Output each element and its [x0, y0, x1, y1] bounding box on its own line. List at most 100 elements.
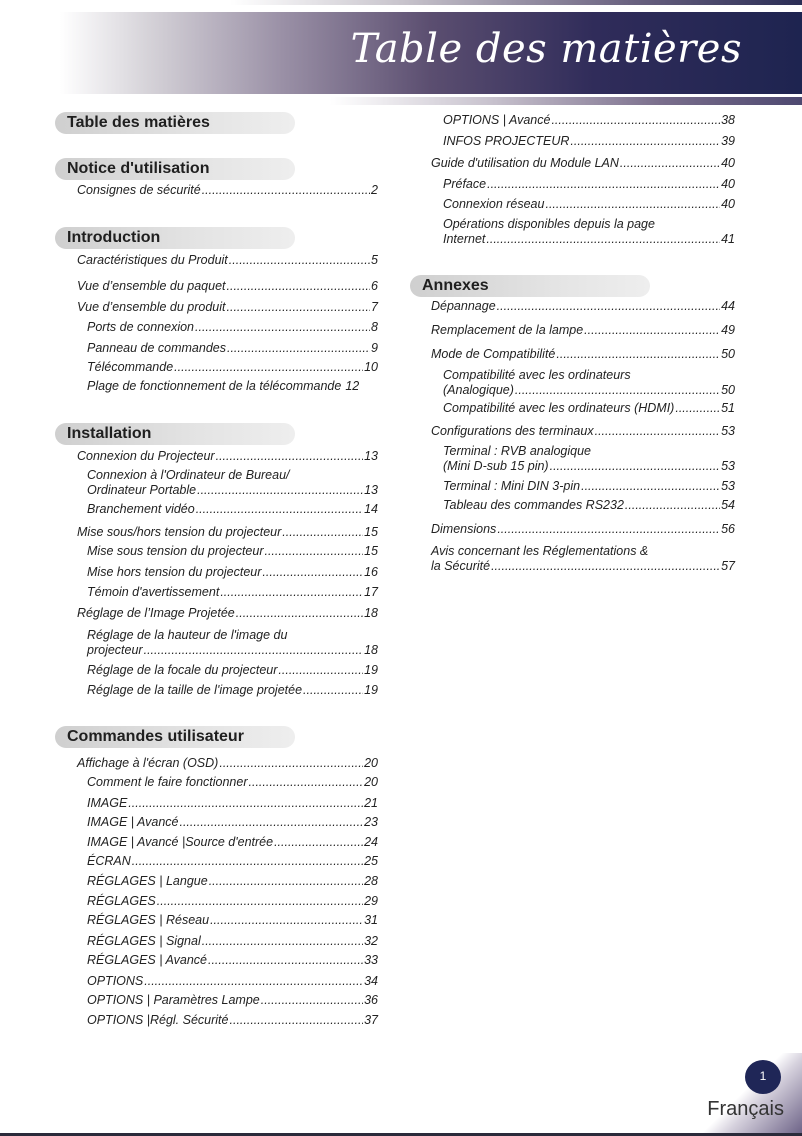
toc-entry-title: Ports de connexion [87, 320, 195, 334]
toc-page-number: 56 [721, 522, 735, 536]
toc-entry[interactable]: RÉGLAGES | Réseau.......................… [87, 913, 378, 928]
toc-entry[interactable]: OPTIONS.................................… [87, 974, 378, 989]
toc-entry-title: Branchement vidéo [87, 502, 195, 516]
toc-entry-title: Vue d’ensemble du produit [77, 300, 226, 314]
toc-entry[interactable]: Compatibilité avec les ordinateurs (HDMI… [443, 401, 735, 416]
toc-entry[interactable]: Plage de fonctionnement de la télécomman… [87, 379, 378, 394]
dot-leader: ........................................… [201, 183, 371, 197]
toc-entry-title: la Sécurité [431, 559, 491, 573]
dot-leader: ........................................… [220, 585, 363, 599]
section-title: Table des matières [67, 114, 210, 131]
toc-entry[interactable]: Mise sous tension du projecteur.........… [87, 544, 378, 559]
toc-entry[interactable]: Connexion à l'Ordinateur de Bureau/Ordin… [87, 468, 378, 498]
toc-page-number: 2 [371, 183, 378, 197]
toc-entry[interactable]: Télécommande............................… [87, 360, 378, 375]
dot-leader: ........................................… [556, 347, 721, 361]
toc-entry-title-line1: Avis concernant les Réglementations & [431, 544, 649, 558]
toc-entry-title: Internet [443, 232, 486, 246]
toc-entry[interactable]: Vue d’ensemble du paquet................… [77, 279, 378, 294]
toc-entry[interactable]: Panneau de commandes....................… [87, 341, 378, 356]
dot-leader: ........................................… [195, 320, 370, 334]
toc-entry-title: Comment le faire fonctionner [87, 775, 248, 789]
toc-entry[interactable]: IMAGE | Avancé |Source d'entrée.........… [87, 835, 378, 850]
toc-entry[interactable]: Comment le faire fonctionner............… [87, 775, 378, 790]
toc-entry[interactable]: Mode de Compatibilité...................… [431, 347, 735, 362]
toc-entry[interactable]: Mise hors tension du projecteur.........… [87, 565, 378, 580]
toc-entry[interactable]: Connexion réseau........................… [443, 197, 735, 212]
dot-leader: ........................................… [219, 756, 363, 770]
toc-entry-title: (Mini D-sub 15 pin) [443, 459, 549, 473]
toc-entry[interactable]: Remplacement de la lampe................… [431, 323, 735, 338]
toc-entry-title: (Analogique) [443, 383, 514, 397]
toc-entry[interactable]: Réglage de la focale du projecteur......… [87, 663, 378, 678]
toc-entry[interactable]: Ports de connexion......................… [87, 320, 378, 335]
toc-entry[interactable]: Connexion du Projecteur.................… [77, 449, 378, 464]
toc-entry[interactable]: Consignes de sécurité...................… [77, 183, 378, 198]
toc-entry[interactable]: Préface.................................… [443, 177, 735, 192]
toc-entry[interactable]: Réglage de la taille de l'image projetée… [87, 683, 378, 698]
toc-page-number: 50 [721, 347, 735, 361]
toc-entry[interactable]: Terminal : RVB analogique (Mini D-sub 15 … [443, 444, 735, 474]
dot-leader: ........................................… [584, 323, 720, 337]
toc-entry-title: Mise sous/hors tension du projecteur [77, 525, 282, 539]
toc-entry-title: Préface [443, 177, 487, 191]
toc-entry[interactable]: ÉCRAN...................................… [87, 854, 378, 869]
dot-leader: ........................................… [248, 775, 364, 789]
toc-page-number: 13 [364, 449, 378, 463]
toc-page-number: 21 [364, 796, 378, 810]
toc-page-number: 40 [721, 197, 735, 211]
toc-page-number: 37 [364, 1013, 378, 1027]
toc-entry[interactable]: Réglage de l’Image Projetée.............… [77, 606, 378, 621]
toc-page-number: 17 [364, 585, 378, 599]
toc-entry[interactable]: IMAGE | Avancé..........................… [87, 815, 378, 830]
dot-leader: ........................................… [581, 479, 721, 493]
toc-entry[interactable]: OPTIONS | Avancé........................… [443, 113, 735, 128]
toc-entry[interactable]: Témoin d'avertissement..................… [87, 585, 378, 600]
dot-leader: ........................................… [278, 663, 364, 677]
toc-entry[interactable]: Compatibilité avec les ordinateurs (Analo… [443, 368, 735, 398]
toc-entry[interactable]: Terminal : Mini DIN 3-pin...............… [443, 479, 735, 494]
toc-page-number: 14 [364, 502, 378, 516]
toc-entry[interactable]: OPTIONS | Paramètres Lampe..............… [87, 993, 378, 1008]
toc-entry[interactable]: INFOS PROJECTEUR........................… [443, 134, 735, 149]
section-header: Table des matières [55, 112, 295, 134]
toc-entry[interactable]: RÉGLAGES................................… [87, 894, 378, 909]
dot-leader: ........................................… [210, 913, 363, 927]
toc-page-number: 31 [364, 913, 378, 927]
toc-page-number: 23 [364, 815, 378, 829]
toc-entry[interactable]: IMAGE...................................… [87, 796, 378, 811]
toc-entry[interactable]: Dépannage...............................… [431, 299, 735, 314]
toc-entry[interactable]: Dimensions..............................… [431, 522, 735, 537]
toc-entry[interactable]: Opérations disponibles depuis la page Int… [443, 217, 735, 247]
dot-leader: ........................................… [545, 197, 720, 211]
toc-entry[interactable]: RÉGLAGES | Avancé.......................… [87, 953, 378, 968]
dot-leader: ........................................… [208, 874, 363, 888]
toc-entry[interactable]: OPTIONS |Régl. Sécurité.................… [87, 1013, 378, 1028]
toc-entry[interactable]: RÉGLAGES | Langue.......................… [87, 874, 378, 889]
toc-entry-title: RÉGLAGES | Signal [87, 934, 201, 948]
toc-entry[interactable]: Tableau des commandes RS232.............… [443, 498, 735, 513]
toc-entry[interactable]: Mise sous/hors tension du projecteur....… [77, 525, 378, 540]
bottom-rule [0, 1133, 802, 1136]
toc-entry[interactable]: Vue d’ensemble du produit...............… [77, 300, 378, 315]
toc-entry-title: Affichage à l'écran (OSD) [77, 756, 219, 770]
toc-page-number: 53 [721, 459, 735, 473]
toc-entry-title: Connexion réseau [443, 197, 545, 211]
toc-entry[interactable]: Affichage à l'écran (OSD)...............… [77, 756, 378, 771]
toc-entry-title-line1: Opérations disponibles depuis la page [443, 217, 655, 231]
toc-page-number: 44 [721, 299, 735, 313]
dot-leader: ........................................… [487, 177, 720, 191]
toc-page-number: 15 [364, 544, 378, 558]
toc-entry[interactable]: RÉGLAGES | Signal.......................… [87, 934, 378, 949]
toc-entry-title: Tableau des commandes RS232 [443, 498, 624, 512]
dot-leader: ........................................… [264, 544, 363, 558]
toc-entry[interactable]: Guide d'utilisation du Module LAN.......… [431, 156, 735, 171]
toc-entry[interactable]: Caractéristiques du Produit.............… [77, 253, 378, 268]
toc-entry[interactable]: Configurations des terminaux............… [431, 424, 735, 439]
toc-page-number: 18 [364, 643, 378, 657]
dot-leader: ........................................… [486, 232, 720, 246]
toc-entry[interactable]: Branchement vidéo.......................… [87, 502, 378, 517]
toc-entry[interactable]: Avis concernant les Réglementations & la … [431, 544, 735, 574]
toc-page-number: 38 [721, 113, 735, 127]
toc-entry[interactable]: Réglage de la hauteur de l'image du proje… [87, 628, 378, 658]
